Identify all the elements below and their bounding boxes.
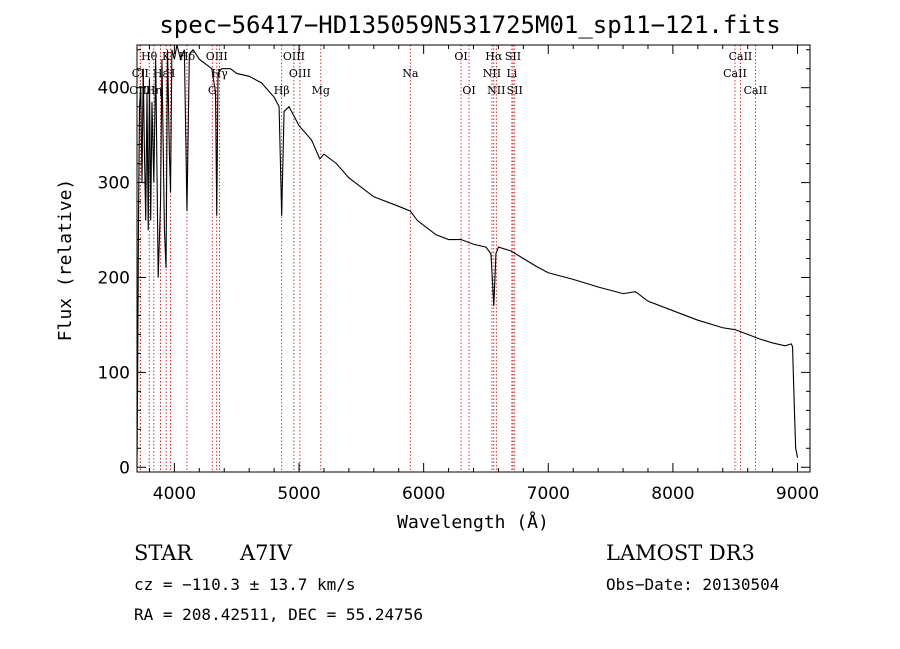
- spectral-line-label: Li: [506, 67, 517, 80]
- spectrum-series-line: [136, 44, 799, 468]
- spectral-line-label: Mg: [312, 84, 330, 97]
- obs-date: Obs−Date: 20130504: [606, 575, 779, 594]
- spectral-line-label: OIII: [283, 50, 305, 63]
- spectral-line-label: CII: [132, 67, 149, 80]
- spectral-line-label: CaII: [723, 67, 747, 80]
- spectral-line-label: SII: [505, 50, 521, 63]
- y-tick-label: 200: [98, 268, 130, 288]
- x-tick-label: 4000: [153, 484, 196, 504]
- redshift-info: cz = −110.3 ± 13.7 km/s: [134, 575, 356, 594]
- y-tick-label: 300: [98, 174, 130, 194]
- plot-frame: [136, 44, 811, 473]
- spectral-line-label: NII: [483, 67, 501, 80]
- spectral-line-label: K: [162, 50, 171, 63]
- x-tick-label: 6000: [402, 484, 445, 504]
- survey-name: LAMOST DR3: [606, 541, 755, 565]
- spectral-subclass: A7IV: [239, 541, 293, 565]
- spectral-line-markers: [139, 45, 756, 472]
- axis-ticks: 4000 5000 6000 7000 8000 9000 0 100 200 300 400: [98, 45, 819, 504]
- spectral-line-label: Hγ: [212, 67, 229, 80]
- spectral-line-label: OIII: [289, 67, 311, 80]
- spectral-line-label: NII: [487, 84, 505, 97]
- spectral-line-label: Hα: [485, 50, 503, 63]
- chart-title: spec−56417−HD135059N531725M01_sp11−121.f…: [159, 11, 780, 39]
- y-tick-label: 0: [119, 458, 130, 478]
- spectral-line-label: CaII: [744, 84, 768, 97]
- y-tick-label: 400: [98, 79, 130, 99]
- object-type: STAR: [134, 541, 193, 565]
- x-tick-label: 8000: [651, 484, 694, 504]
- spectral-line-label: OIII: [206, 50, 228, 63]
- spectral-line-label: SII: [507, 84, 523, 97]
- y-axis-label: Flux (relative): [55, 179, 76, 342]
- spectral-line-label: H: [166, 67, 176, 80]
- x-tick-label: 9000: [776, 484, 819, 504]
- spectral-line-label: Hε: [153, 67, 169, 80]
- coordinates: RA = 208.42511, DEC = 55.24756: [134, 605, 423, 624]
- x-tick-label: 7000: [527, 484, 570, 504]
- spectral-line-label: Hη: [146, 84, 162, 97]
- spectral-line-label: G: [208, 84, 217, 97]
- y-tick-label: 100: [98, 363, 130, 383]
- x-tick-label: 5000: [277, 484, 320, 504]
- x-axis-label: Wavelength (Å): [397, 511, 549, 533]
- spectral-line-label: OI: [462, 84, 475, 97]
- spectral-line-label: CaII: [729, 50, 753, 63]
- spectral-line-label: OI: [454, 50, 467, 63]
- spectral-line-label: Hβ: [274, 84, 290, 97]
- spectral-line-label: Na: [402, 67, 419, 80]
- spectral-line-label: Hθ: [141, 50, 158, 63]
